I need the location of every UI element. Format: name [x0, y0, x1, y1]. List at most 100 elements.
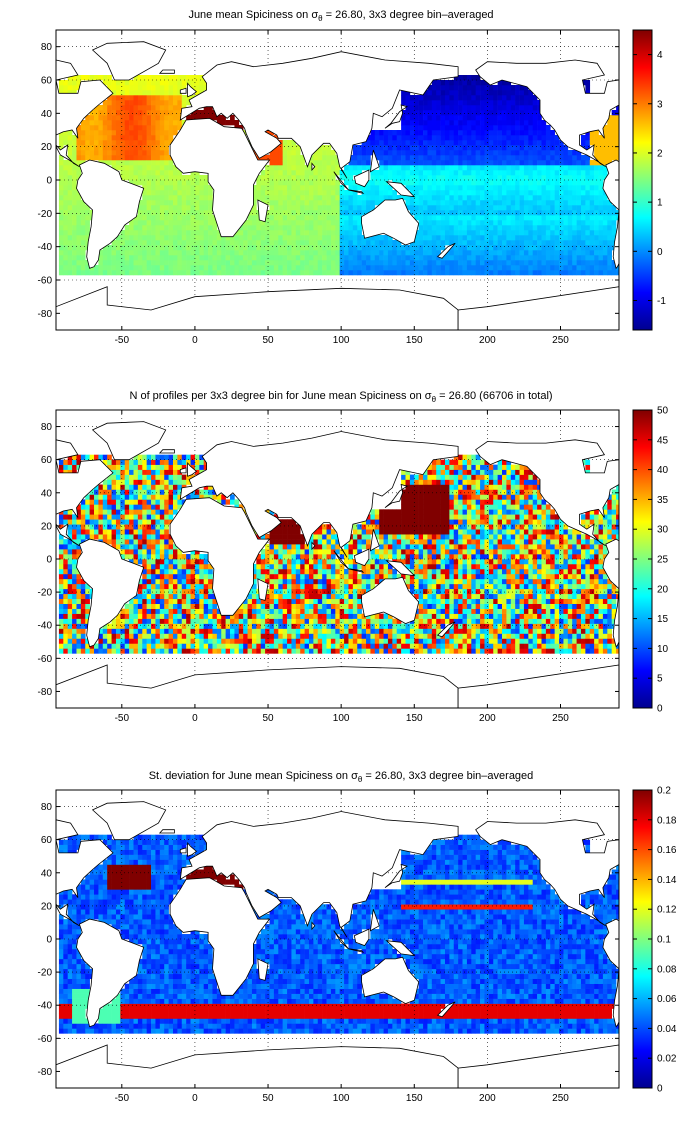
heatmap-cell: [256, 613, 262, 619]
heatmap-cell: [234, 643, 240, 649]
heatmap-cell: [335, 265, 340, 271]
heatmap-cell: [550, 225, 555, 231]
heatmap-cell: [515, 135, 520, 141]
heatmap-cell: [405, 115, 411, 121]
heatmap-cell: [379, 250, 384, 256]
heatmap-cell: [409, 155, 415, 161]
heatmap-cell: [352, 260, 358, 266]
heatmap-cell: [137, 484, 143, 490]
heatmap-cell: [449, 230, 455, 236]
heatmap-cell: [265, 240, 270, 246]
heatmap-cell: [199, 85, 204, 91]
heatmap-cell: [580, 200, 586, 206]
heatmap-cell: [111, 648, 117, 654]
heatmap-cell: [519, 140, 525, 146]
heatmap-cell: [440, 85, 446, 91]
heatmap-cell: [282, 180, 288, 186]
heatmap-cell: [151, 130, 156, 136]
heatmap-cell: [269, 130, 275, 136]
panel-1-title-post: = 26.80, 3x3 degree bin–averaged: [323, 9, 494, 21]
heatmap-cell: [278, 195, 283, 201]
heatmap-cell: [72, 160, 77, 166]
heatmap-cell: [374, 245, 380, 251]
heatmap-cell: [611, 265, 617, 271]
heatmap-cell: [199, 643, 204, 649]
heatmap-cell: [295, 265, 301, 271]
heatmap-cell: [287, 180, 292, 186]
heatmap-cell: [115, 115, 121, 121]
heatmap-cell: [313, 210, 319, 216]
heatmap-cell: [155, 563, 161, 570]
heatmap-cell: [58, 185, 64, 191]
heatmap-cell: [225, 633, 231, 639]
heatmap-cell: [497, 90, 503, 96]
heatmap-cell: [322, 220, 327, 226]
heatmap-cell: [133, 215, 139, 221]
heatmap-cell: [554, 220, 560, 226]
heatmap-cell: [554, 225, 560, 231]
heatmap-cell: [230, 240, 235, 246]
heatmap-cell: [120, 633, 126, 639]
heatmap-cell: [190, 230, 196, 236]
heatmap-cell: [502, 150, 507, 156]
heatmap-cell: [67, 638, 73, 644]
heatmap-cell: [63, 509, 68, 515]
heatmap-cell: [137, 170, 143, 176]
heatmap-cell: [164, 494, 169, 500]
heatmap-cell: [159, 145, 165, 151]
heatmap-cell: [506, 175, 512, 181]
heatmap-cell: [484, 235, 490, 241]
heatmap-cell: [409, 265, 415, 271]
heatmap-cell: [273, 563, 279, 570]
heatmap-cell: [291, 185, 297, 191]
heatmap-cell: [146, 524, 152, 530]
heatmap-cell: [72, 220, 77, 226]
heatmap-cell: [137, 245, 143, 251]
heatmap-cell: [427, 225, 433, 231]
heatmap-cell: [102, 489, 108, 495]
heatmap-cell: [374, 175, 380, 181]
heatmap-cell: [199, 250, 204, 256]
heatmap-cell: [120, 514, 126, 520]
heatmap-cell: [142, 608, 147, 614]
heatmap-cell: [107, 260, 112, 266]
heatmap-cell: [440, 205, 446, 211]
heatmap-cell: [155, 240, 161, 246]
heatmap-cell: [63, 638, 68, 644]
heatmap-cell: [120, 245, 126, 251]
heatmap-cell: [256, 225, 262, 231]
heatmap-cell: [142, 469, 147, 475]
heatmap-cell: [510, 110, 516, 116]
heatmap-cell: [76, 628, 82, 634]
panel-2-title-pre: N of profiles per 3x3 degree bin for Jun…: [129, 390, 424, 402]
heatmap-cell: [168, 464, 174, 470]
heatmap-cell: [440, 160, 446, 166]
heatmap-cell: [137, 454, 143, 460]
heatmap-cell: [76, 245, 82, 251]
heatmap-cell: [466, 235, 472, 241]
heatmap-cell: [142, 200, 147, 206]
heatmap-cell: [519, 90, 525, 96]
heatmap-cell: [480, 115, 485, 121]
heatmap-cell: [102, 250, 108, 256]
heatmap-cell: [519, 180, 525, 186]
heatmap-cell: [598, 270, 604, 276]
heatmap-cell: [462, 90, 468, 96]
heatmap-cell: [431, 265, 437, 271]
heatmap-cell: [431, 125, 437, 131]
heatmap-cell: [458, 75, 463, 81]
heatmap-cell: [418, 105, 424, 111]
heatmap-cell: [142, 539, 147, 545]
heatmap-cell: [269, 613, 275, 619]
heatmap-cell: [63, 160, 68, 166]
heatmap-cell: [550, 180, 555, 186]
heatmap-cell: [357, 195, 362, 201]
heatmap-cell: [221, 648, 226, 654]
heatmap-cell: [63, 240, 68, 246]
heatmap-cell: [164, 175, 169, 181]
heatmap-cell: [67, 633, 73, 639]
heatmap-cell: [186, 554, 191, 560]
heatmap-cell: [186, 95, 191, 101]
heatmap-cell: [598, 215, 604, 221]
